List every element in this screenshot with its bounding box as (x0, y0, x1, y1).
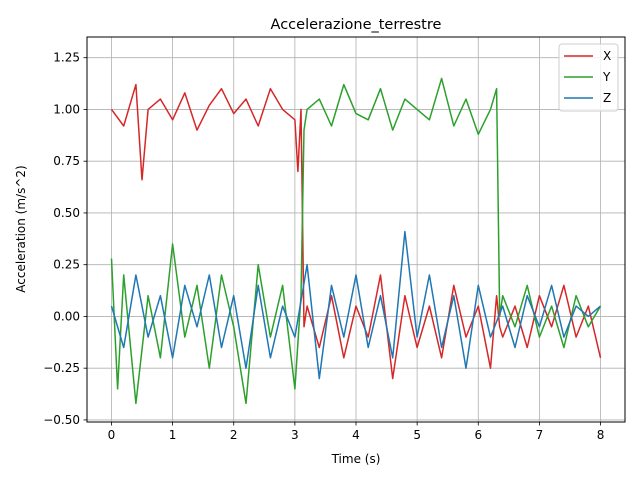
legend: XYZ (558, 43, 619, 112)
y-tick-label: 1.25 (53, 51, 80, 65)
ticks: 0 1 2 3 4 5 6 7 8 −0.50 −0.25 0.00 0.25 0.50 0.75 1.00 1… (43, 51, 604, 442)
chart-title: Accelerazione_terrestre (271, 17, 442, 33)
legend-label-y: Y (602, 70, 611, 84)
legend-label-x: X (603, 49, 611, 63)
series-line-z (110, 230, 601, 380)
x-tick-label: 3 (291, 428, 299, 442)
series-line-x (110, 83, 602, 380)
y-tick-label: −0.25 (43, 361, 80, 375)
x-tick-label: 8 (597, 428, 605, 442)
legend-label-z: Z (603, 91, 611, 105)
y-tick-label: 0.00 (53, 309, 80, 323)
x-tick-label: 0 (108, 428, 116, 442)
y-tick-label: 0.75 (53, 154, 80, 168)
x-tick-label: 6 (474, 428, 482, 442)
series-layer (110, 77, 602, 405)
x-tick-label: 7 (536, 428, 544, 442)
x-tick-label: 5 (413, 428, 421, 442)
y-tick-label: 0.50 (53, 206, 80, 220)
x-tick-label: 4 (352, 428, 360, 442)
y-tick-label: −0.50 (43, 413, 80, 427)
x-axis-label: Time (s) (331, 452, 381, 466)
grid-lines (87, 37, 625, 422)
x-tick-label: 1 (169, 428, 177, 442)
series-line-y (110, 77, 602, 405)
y-axis-label: Acceleration (m/s^2) (14, 165, 28, 292)
y-tick-label: 0.25 (53, 258, 80, 272)
y-tick-label: 1.00 (53, 102, 80, 116)
x-tick-label: 2 (230, 428, 238, 442)
